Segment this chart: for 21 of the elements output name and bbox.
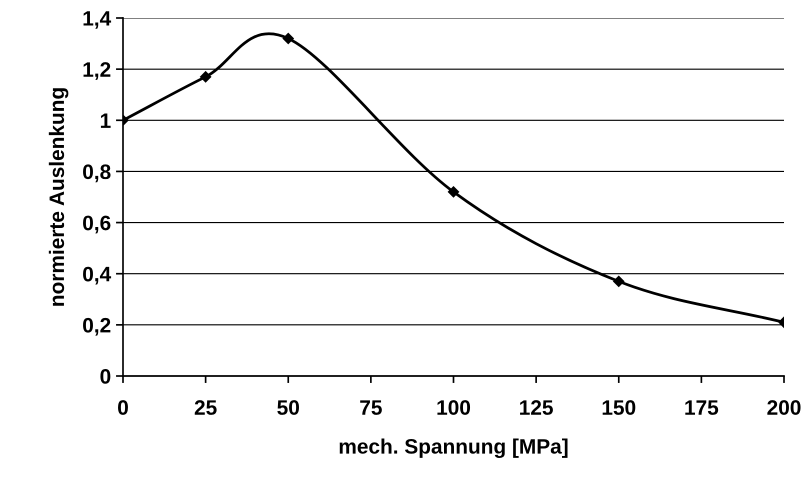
y-tick-label: 1 [100, 114, 111, 128]
x-tick-label: 200 [767, 400, 801, 415]
x-tick-label: 0 [118, 400, 128, 415]
y-axis-title: normierte Auslenkung [48, 88, 68, 306]
y-tick-label: 0,2 [83, 318, 110, 336]
x-tick-label: 125 [520, 400, 553, 415]
y-tick-label: 0,4 [83, 266, 112, 284]
x-tick-label: 150 [602, 400, 636, 415]
point [448, 186, 460, 198]
y-tick-label: 0 [100, 369, 110, 384]
x-axis-title: mech. Spannung [MPa] [340, 438, 568, 458]
x-tick-label: 75 [360, 400, 382, 415]
x-tick-label: 175 [685, 400, 718, 415]
x-tick-label: 50 [277, 400, 299, 415]
point [282, 32, 294, 44]
y-tick-label: 0,8 [83, 164, 111, 182]
x-tick-label: 100 [437, 400, 470, 415]
y-tick-label: 0,6 [83, 216, 110, 234]
y-tick-label: 1,2 [84, 62, 110, 80]
x-tick-label: 25 [194, 400, 217, 415]
y-tick-label: 1,4 [84, 11, 112, 29]
